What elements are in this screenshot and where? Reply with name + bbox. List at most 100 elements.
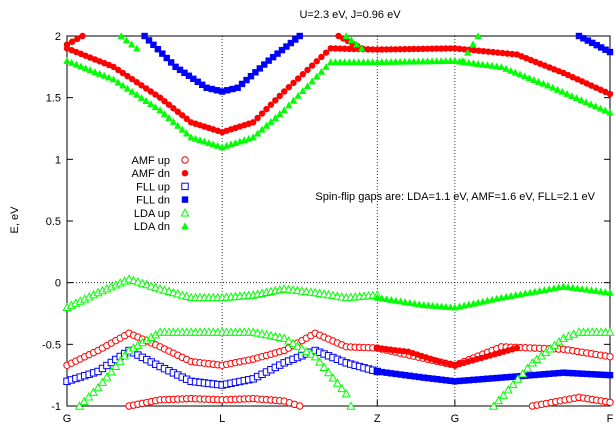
data-point [276,92,283,100]
data-point [364,46,372,53]
data-point [224,87,231,94]
data-point [569,283,577,291]
data-point [120,351,130,360]
data-point [74,401,84,410]
data-point [564,369,572,377]
data-point [425,374,432,382]
data-point [536,371,543,378]
data-point [119,81,127,89]
data-point [378,368,386,376]
data-point [606,371,614,379]
chart-title: U=2.3 eV, J=0.96 eV [299,9,401,21]
data-point [115,356,125,365]
data-point [185,72,193,80]
data-point [258,125,266,133]
data-point [582,98,590,106]
data-point [174,121,182,129]
data-point [513,374,523,383]
data-point [559,282,568,290]
data-point [502,64,510,72]
data-point [182,129,191,137]
data-point [337,383,347,393]
data-point [178,125,186,133]
data-point [387,295,395,303]
data-point [203,84,210,91]
data-point [447,377,454,385]
data-point [601,106,609,114]
data-point [442,377,450,384]
data-point [484,375,491,382]
data-point [122,36,131,44]
data-point [249,119,257,126]
data-point [191,134,200,142]
data-point [592,286,600,294]
data-point [63,56,71,64]
data-point [433,376,441,383]
data-point [279,333,289,342]
data-point [288,338,298,348]
data-point [283,43,290,50]
data-point [420,374,428,381]
data-point [513,344,521,352]
data-point [429,375,436,382]
data-point [79,32,86,40]
data-point [114,66,122,74]
data-point [373,293,381,301]
data-point [596,104,605,112]
data-point [593,41,600,49]
data-point [194,78,201,86]
data-point [352,40,361,48]
data-point [208,85,215,93]
data-point [332,378,342,387]
data-point [573,284,582,292]
data-point [347,36,356,44]
data-point [464,48,472,56]
data-point [154,46,162,53]
data-point [474,376,482,383]
data-point [451,378,459,385]
data-point [523,363,533,372]
data-point [213,87,221,94]
data-point [156,106,164,114]
data-point [319,362,329,371]
data-point [341,45,348,52]
data-point [278,46,286,54]
legend-label: AMF dn [131,168,170,180]
data-point [97,377,107,386]
data-point [289,96,298,104]
data-point [518,368,528,378]
data-point [263,105,270,113]
legend-label: LDA dn [134,221,170,233]
data-point [401,45,408,53]
data-point [606,48,614,56]
data-point [170,105,177,112]
data-point [498,390,508,399]
data-point [606,398,614,406]
data-point [397,371,404,378]
data-point [553,85,562,93]
data-point [507,373,515,381]
series-fll-dn [141,32,614,385]
data-point [183,115,190,123]
data-point [317,67,326,75]
data-point [296,402,304,410]
data-point [493,374,500,382]
x-tick-label: L [219,413,225,425]
data-point [141,32,148,40]
data-point [396,46,404,53]
data-point [313,58,320,65]
data-point [200,137,209,145]
data-point [123,84,132,92]
data-point [205,139,213,146]
data-point [436,358,443,365]
data-point [410,45,417,53]
data-point [331,58,340,66]
data-point [102,372,112,381]
data-point [411,373,418,380]
data-point [218,88,226,95]
data-point [151,103,160,111]
data-point [176,66,184,74]
data-point [494,49,502,56]
data-point [437,45,445,52]
